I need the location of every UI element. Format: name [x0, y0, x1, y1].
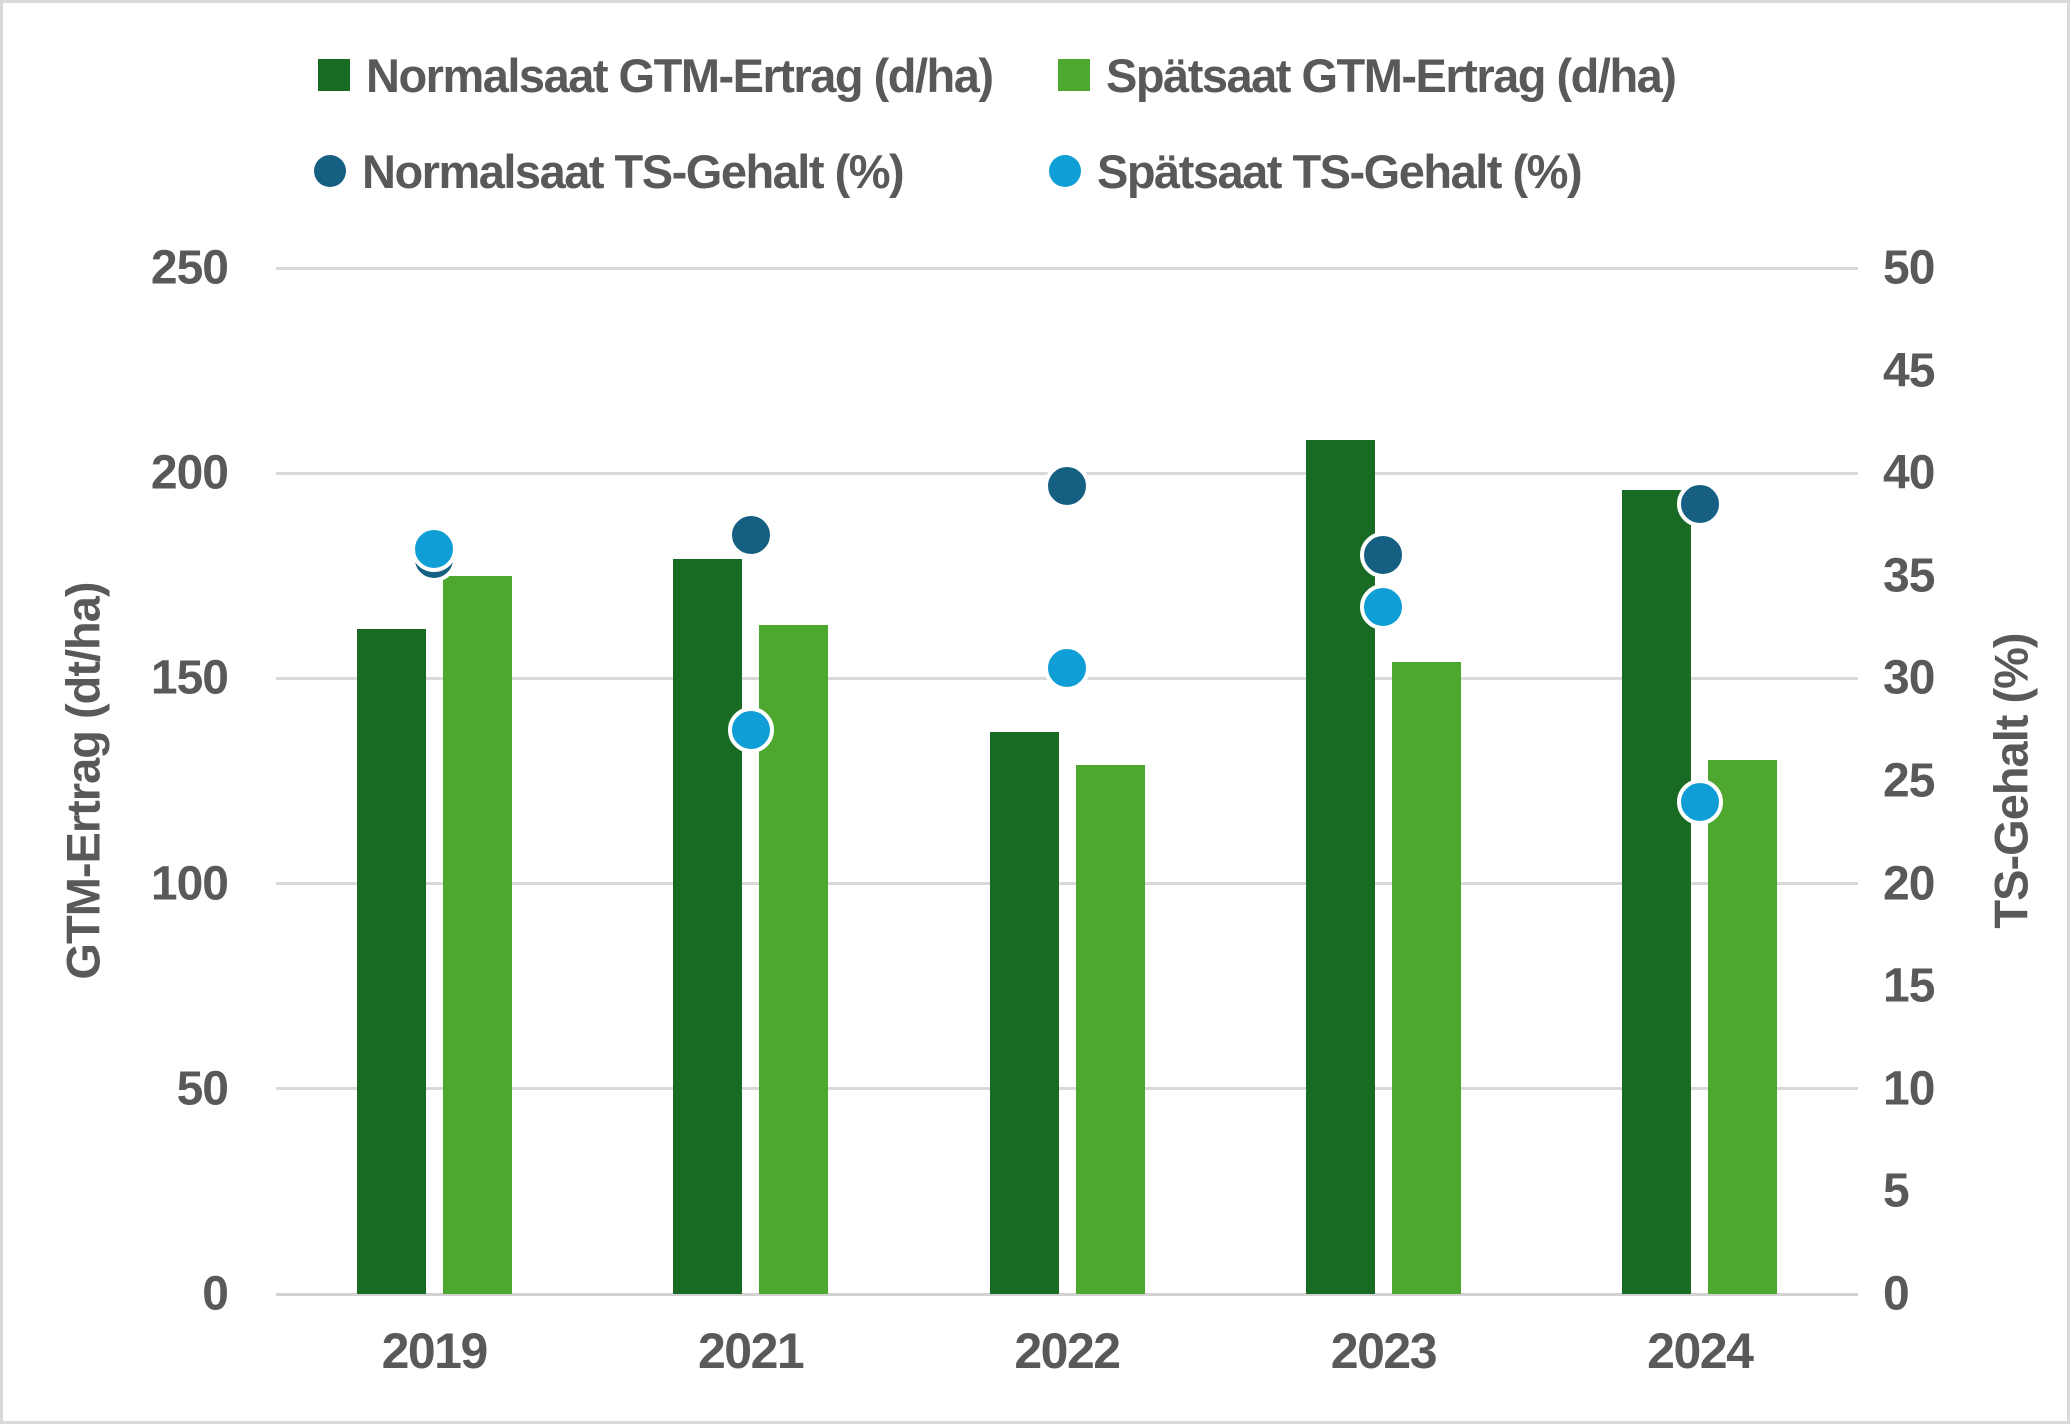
legend-label-spaetsaat-ts: Spätsaat TS-Gehalt (%): [1097, 144, 1583, 198]
right-tick-5: 5: [1883, 1164, 1910, 1218]
bar-spaetsaat-2023: [1391, 661, 1461, 1294]
dot-normalsaat-2023: [1360, 532, 1407, 579]
right-tick-35: 35: [1883, 549, 1935, 603]
bar-spaetsaat-2019: [442, 575, 512, 1294]
right-tick-40: 40: [1883, 446, 1935, 500]
legend-item-normalsaat-gtm: Normalsaat GTM-Ertrag (d/ha): [318, 49, 994, 102]
left-tick-200: 200: [150, 446, 229, 500]
dot-spaetsaat-2023: [1360, 583, 1407, 630]
x-tick-2022: 2022: [1014, 1323, 1121, 1379]
x-tick-2021: 2021: [697, 1323, 805, 1379]
dot-spaetsaat-2021: [727, 706, 774, 753]
right-tick-45: 45: [1883, 344, 1935, 398]
bar-normalsaat-2023: [1305, 440, 1375, 1294]
right-tick-10: 10: [1883, 1062, 1935, 1116]
left-tick-50: 50: [176, 1062, 229, 1116]
bar-spaetsaat-2024: [1708, 760, 1778, 1294]
right-tick-0: 0: [1883, 1267, 1910, 1321]
left-tick-250: 250: [150, 241, 229, 295]
plot-area: [276, 266, 1858, 1296]
legend-dot-spaetsaat-ts-icon: [1049, 155, 1081, 187]
right-tick-25: 25: [1883, 754, 1935, 808]
dot-spaetsaat-2022: [1044, 645, 1090, 692]
right-tick-15: 15: [1883, 959, 1935, 1013]
bar-normalsaat-2022: [989, 731, 1059, 1294]
bar-normalsaat-2024: [1622, 489, 1692, 1294]
legend-item-normalsaat-ts: Normalsaat TS-Gehalt (%): [314, 145, 905, 198]
x-tick-2024: 2024: [1647, 1323, 1754, 1379]
legend-item-spaetsaat-gtm: Spätsaat GTM-Ertrag (d/ha): [1058, 49, 1677, 102]
bar-spaetsaat-2022: [1075, 764, 1145, 1294]
left-tick-100: 100: [150, 857, 229, 911]
left-tick-0: 0: [202, 1267, 229, 1321]
dot-normalsaat-2022: [1044, 462, 1090, 509]
dot-normalsaat-2021: [727, 511, 774, 558]
legend-swatch-spaetsaat-gtm-icon: [1058, 59, 1090, 91]
legend-swatch-normalsaat-gtm-icon: [318, 59, 350, 91]
gridline-100: [276, 882, 1858, 886]
left-axis-title: GTM-Ertrag (dt/ha): [56, 582, 110, 980]
left-tick-150: 150: [150, 651, 229, 705]
bar-normalsaat-2021: [673, 559, 743, 1294]
right-tick-20: 20: [1883, 857, 1935, 911]
legend-label-spaetsaat-gtm: Spätsaat GTM-Ertrag (d/ha): [1106, 48, 1677, 102]
legend-label-normalsaat-gtm: Normalsaat GTM-Ertrag (d/ha): [366, 48, 994, 102]
gridline-0: [276, 1292, 1858, 1296]
gridline-250: [276, 266, 1858, 270]
dot-spaetsaat-2024: [1676, 778, 1723, 825]
right-tick-30: 30: [1883, 651, 1935, 705]
dot-spaetsaat-2019: [411, 526, 458, 573]
x-tick-2023: 2023: [1330, 1323, 1438, 1379]
x-tick-2019: 2019: [381, 1323, 489, 1379]
gridline-50: [276, 1087, 1858, 1091]
bar-normalsaat-2019: [356, 629, 426, 1294]
legend-label-normalsaat-ts: Normalsaat TS-Gehalt (%): [362, 144, 905, 198]
legend-item-spaetsaat-ts: Spätsaat TS-Gehalt (%): [1049, 145, 1583, 198]
dot-normalsaat-2024: [1676, 480, 1723, 527]
legend-dot-normalsaat-ts-icon: [314, 155, 346, 187]
right-tick-50: 50: [1883, 241, 1935, 295]
